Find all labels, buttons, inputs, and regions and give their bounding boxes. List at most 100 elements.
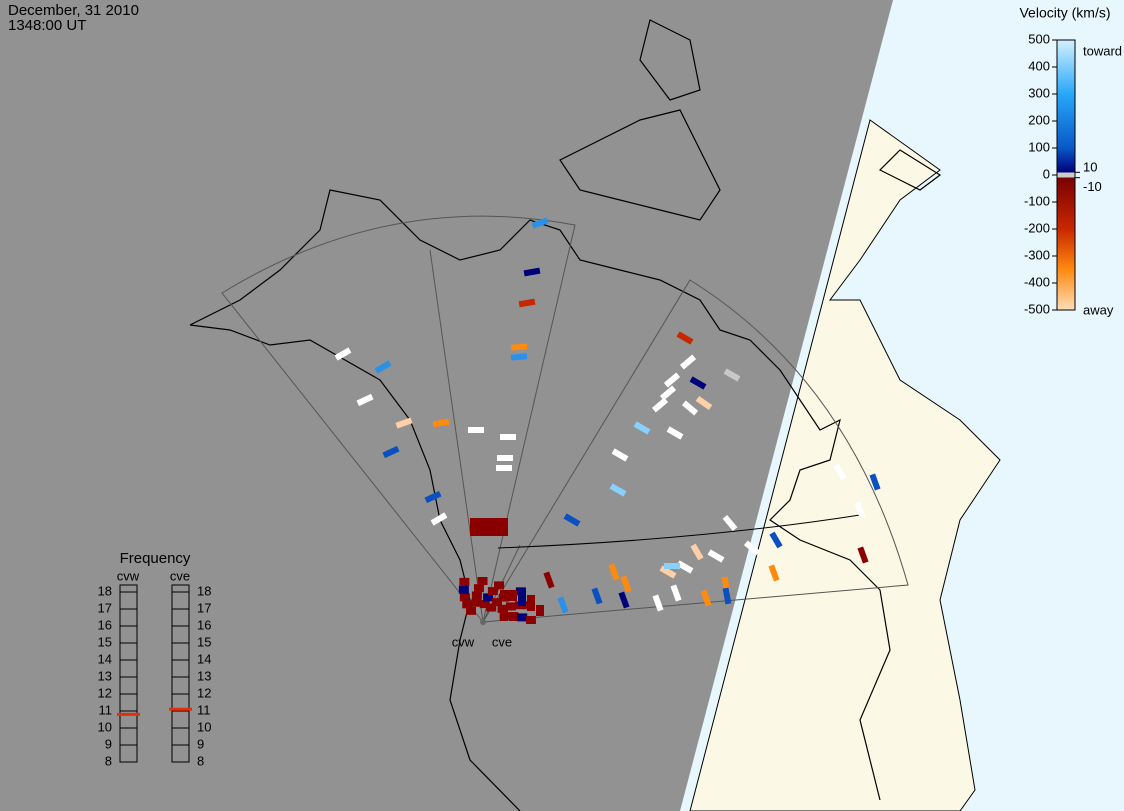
frequency-tick-label: 11 <box>197 702 211 717</box>
frequency-tick-label: 17 <box>197 600 211 615</box>
echo-cell <box>679 354 697 370</box>
echo-cell <box>663 372 681 388</box>
echo-cell <box>487 587 498 596</box>
velocity-tick-label: 500 <box>1028 31 1050 46</box>
echo-cell <box>618 591 630 609</box>
frequency-tick-label: 13 <box>98 668 112 683</box>
frequency-tick-label: 8 <box>105 753 112 768</box>
echo-cell <box>470 518 508 536</box>
frequency-tick-label: 16 <box>98 617 112 632</box>
echo-cell <box>689 376 707 390</box>
velocity-tick-label: -100 <box>1024 193 1050 208</box>
radar-label: cve <box>492 634 512 649</box>
echo-cell <box>743 540 761 556</box>
echo-cell <box>477 577 488 586</box>
frequency-tick-label: 10 <box>197 719 211 734</box>
echo-cell <box>500 434 516 440</box>
echo-cell <box>690 543 704 561</box>
frequency-tick-label: 15 <box>98 634 112 649</box>
frequency-tick-label: 11 <box>99 702 113 717</box>
echo-cell <box>676 331 694 345</box>
frequency-tick-label: 13 <box>197 668 211 683</box>
echo-cell <box>471 591 482 600</box>
coastlines <box>189 19 942 811</box>
echo-cell <box>430 512 448 526</box>
velocity-tick-label: -400 <box>1024 274 1050 289</box>
echo-cell <box>722 587 732 605</box>
frequency-tick-label: 18 <box>98 583 112 598</box>
frequency-tick-label: 12 <box>197 685 211 700</box>
frequency-tick-label: 14 <box>98 651 112 666</box>
frequency-title: Frequency <box>120 550 191 567</box>
echo-cell <box>652 594 664 612</box>
echo-cell <box>666 426 684 440</box>
velocity-title: Velocity (km/s) <box>1019 5 1110 21</box>
frequency-tick-label: 8 <box>197 753 204 768</box>
echo-cell <box>510 343 528 351</box>
velocity-tick-label: -200 <box>1024 220 1050 235</box>
echo-cell <box>869 473 881 491</box>
echo-cell <box>523 267 541 277</box>
echo-cell <box>459 577 470 586</box>
radar-label: cvw <box>452 634 475 649</box>
echo-cell <box>609 483 627 497</box>
echo-cell <box>382 445 400 459</box>
echo-cell <box>531 217 549 229</box>
echo-cell <box>486 603 497 612</box>
echo-cells <box>334 217 881 625</box>
echo-cell <box>664 563 680 569</box>
echo-cell <box>517 613 528 622</box>
echo-cell <box>479 600 490 609</box>
echo-cell <box>557 596 569 614</box>
velocity-colorbar <box>1056 39 1076 311</box>
radar-name: cve <box>170 568 190 583</box>
echo-cell <box>374 360 392 374</box>
echo-cell <box>695 395 713 411</box>
velocity-tick-label: 200 <box>1028 112 1050 127</box>
velocity-tick-label: 100 <box>1028 139 1050 154</box>
echo-cell <box>518 600 526 606</box>
echo-cell <box>527 600 535 606</box>
velocity-tick-label: 400 <box>1028 58 1050 73</box>
echo-cell <box>518 595 526 601</box>
echo-cell <box>611 448 629 462</box>
radar-site <box>480 619 486 625</box>
echo-cell <box>500 615 508 621</box>
echo-cell <box>670 584 682 602</box>
echo-cell <box>659 385 677 401</box>
velocity-tick-label: 300 <box>1028 85 1050 100</box>
echo-cell <box>510 353 528 361</box>
echo-cell <box>432 418 450 428</box>
echo-cell <box>473 584 484 593</box>
echo-cell <box>707 549 725 563</box>
echo-cell <box>676 560 694 574</box>
echo-cell <box>509 595 517 601</box>
echo-cell <box>509 590 517 596</box>
echo-cell <box>563 513 581 527</box>
echo-cell <box>505 602 516 611</box>
velocity-inner-label: -10 <box>1083 179 1102 194</box>
echo-cell <box>395 417 413 429</box>
echo-cell <box>700 589 712 607</box>
echo-cell <box>466 606 477 615</box>
echo-cell <box>769 531 783 549</box>
echo-cell <box>498 593 509 602</box>
echo-cell <box>491 598 502 607</box>
echo-cell <box>459 593 470 602</box>
night-shade <box>0 0 893 811</box>
echo-cell <box>857 546 869 564</box>
echo-cell <box>500 590 508 596</box>
echo-cell <box>527 595 535 601</box>
date: December, 31 2010 <box>8 2 139 19</box>
frequency-tick-label: 17 <box>98 600 112 615</box>
land <box>689 119 1001 811</box>
velocity-tick-label: -500 <box>1024 301 1050 316</box>
velocity-inner-label: 10 <box>1083 160 1097 175</box>
velocity-tick-label: 0 <box>1043 166 1050 181</box>
echo-cell <box>723 368 741 382</box>
echo-cell <box>494 581 505 590</box>
echo-cell <box>722 514 738 532</box>
away-label: away <box>1083 302 1114 317</box>
echo-cell <box>518 590 526 596</box>
